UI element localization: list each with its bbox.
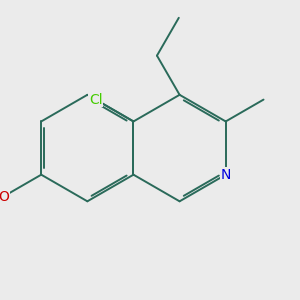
Text: O: O bbox=[0, 190, 9, 203]
Text: N: N bbox=[220, 168, 231, 182]
Text: Cl: Cl bbox=[89, 93, 103, 106]
